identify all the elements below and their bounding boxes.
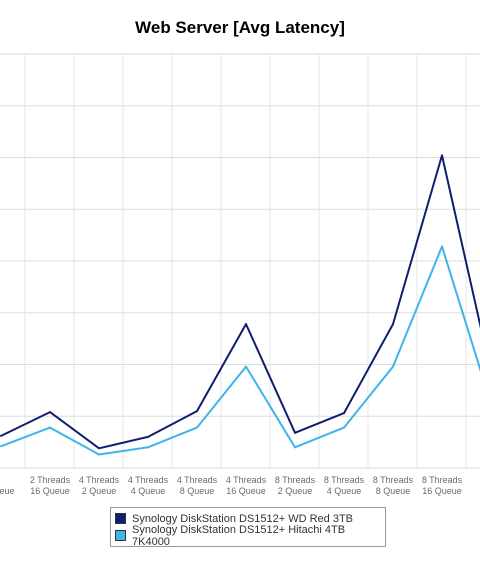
x-tick-label: 16 Queue [30,486,70,496]
x-tick-label: 8 Threads [275,475,316,485]
x-tick-label: 16 Queue [226,486,266,496]
data-point-series-2 [441,245,443,248]
x-tick-label: 4 Threads [128,475,169,485]
series-layer [0,154,480,456]
data-point-series-1 [441,154,443,157]
legend-swatch-series-2 [115,530,126,541]
chart-title: Web Server [Avg Latency] [135,18,345,37]
data-point-series-2 [98,453,100,456]
data-point-series-2 [392,365,394,368]
data-point-series-2 [343,426,345,429]
data-point-series-1 [196,410,198,413]
data-point-series-2 [147,446,149,449]
x-tick-label: 4 Threads [226,475,267,485]
x-tick-label: 8 Queue [180,486,215,496]
data-point-series-1 [98,447,100,450]
grid-layer [0,53,480,469]
data-point-series-2 [245,365,247,368]
x-tick-label: Queue [0,486,15,496]
data-point-series-1 [147,435,149,438]
series-line-1 [0,154,480,450]
x-tick-label: 4 Threads [177,475,218,485]
x-tick-label: 8 Threads [324,475,365,485]
x-tick-label: 4 Queue [131,486,166,496]
data-point-series-1 [245,323,247,326]
x-tick-label: 16 Queue [422,486,462,496]
legend: Synology DiskStation DS1512+ WD Red 3TB … [110,507,386,548]
x-tick-label: 4 Threads [79,475,120,485]
legend-item-series-1: Synology DiskStation DS1512+ WD Red 3TB [115,510,381,527]
x-tick-label: 8 Threads [373,475,414,485]
x-tick-label: 2 Threads [30,475,71,485]
data-point-series-2 [294,446,296,449]
legend-label-series-2: Synology DiskStation DS1512+ Hitachi 4TB… [132,523,346,548]
x-tick-label: 2 Queue [82,486,117,496]
legend-swatch-series-1 [115,513,126,524]
data-point-series-1 [0,434,2,437]
data-point-series-2 [196,426,198,429]
legend-item-series-2: Synology DiskStation DS1512+ Hitachi 4TB… [115,524,381,548]
x-tick-label: 8 Queue [376,486,411,496]
x-tick-label: 8 Threads [422,475,463,485]
x-tick-label: 2 Queue [278,486,313,496]
data-point-series-2 [0,445,2,448]
data-point-series-2 [49,426,51,429]
x-tick-label: 4 Queue [327,486,362,496]
series-line-2 [0,245,480,456]
data-point-series-1 [343,412,345,415]
legend-label-series-1: Synology DiskStation DS1512+ WD Red 3TB [132,512,354,525]
data-point-series-1 [49,411,51,414]
data-point-series-1 [294,431,296,434]
data-point-series-1 [392,323,394,326]
